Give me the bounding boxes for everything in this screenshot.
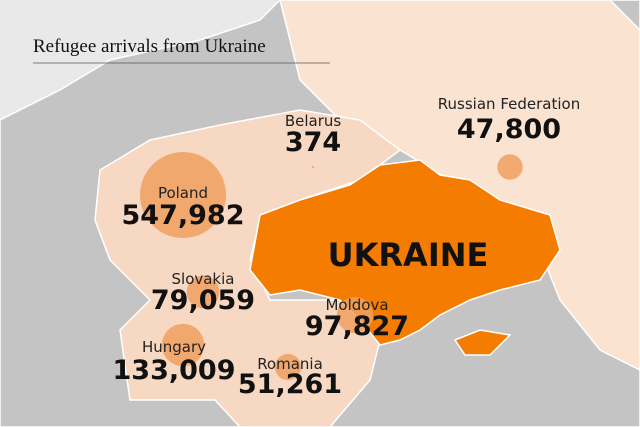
country-name: Belarus (285, 112, 342, 130)
country-value: 133,009 (113, 355, 236, 386)
country-value: 47,800 (457, 114, 561, 145)
country-value: 547,982 (122, 200, 245, 231)
country-value: 51,261 (238, 369, 342, 400)
bubble (140, 152, 226, 238)
bubble (336, 296, 374, 334)
bubble (161, 323, 205, 367)
country-name: Poland (158, 184, 208, 202)
ukraine-label: UKRAINE (328, 236, 489, 274)
bubble (497, 154, 523, 180)
bubble (311, 165, 315, 169)
ukraine (249, 159, 561, 356)
country-value: 97,827 (305, 311, 409, 342)
country-name: Romania (257, 355, 323, 373)
bubble (186, 275, 220, 309)
country-name: Russian Federation (438, 95, 580, 113)
country-name: Slovakia (172, 270, 235, 288)
title: Refugee arrivals from Ukraine (33, 36, 266, 57)
country-name: Hungary (142, 338, 206, 356)
bubble (274, 353, 302, 381)
country-name: Moldova (325, 296, 388, 314)
country-value: 79,059 (151, 285, 255, 316)
country-value: 374 (285, 127, 341, 158)
